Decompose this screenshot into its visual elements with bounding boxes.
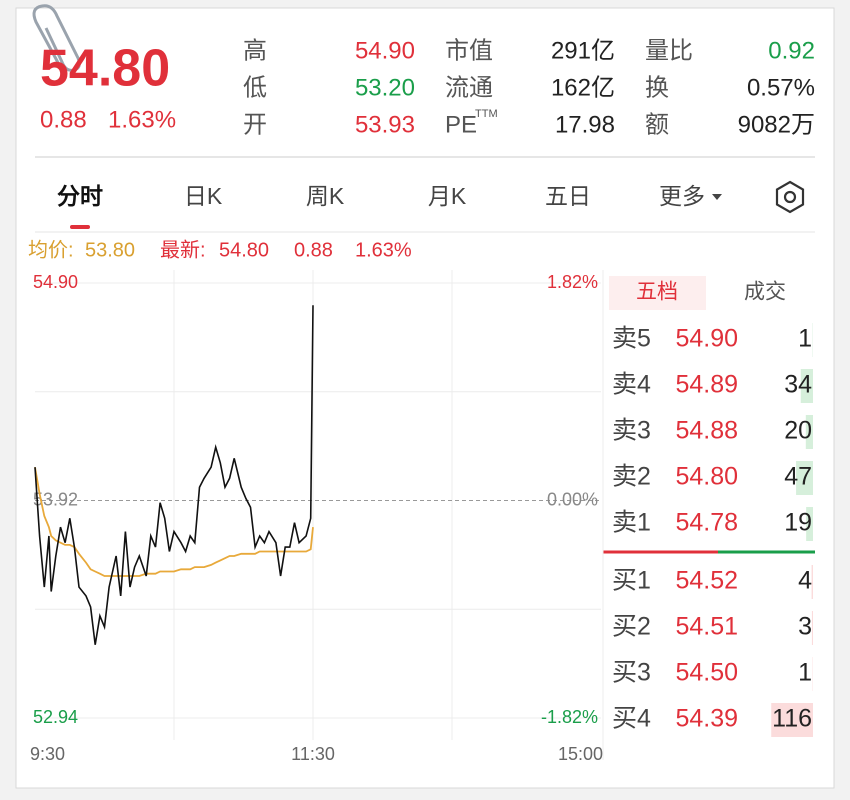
stat-value: 291亿 — [551, 37, 615, 64]
ask-volume-bar — [805, 415, 813, 449]
bid-volume-bar — [771, 703, 813, 737]
tab[interactable]: 更多 — [659, 183, 705, 209]
ask-label: 卖4 — [612, 371, 651, 399]
ask-price: 54.78 — [675, 509, 738, 537]
book-tab[interactable]: 五档 — [636, 281, 678, 304]
tab[interactable]: 分时 — [57, 183, 103, 209]
ask-volume: 19 — [784, 509, 812, 537]
bid-volume: 116 — [772, 705, 812, 733]
tab[interactable]: 周K — [306, 183, 345, 209]
settings-dot[interactable] — [783, 190, 797, 204]
tab[interactable]: 日K — [184, 183, 223, 209]
y2-tick-label: -1.82% — [541, 707, 598, 727]
stat-label: 额 — [645, 111, 669, 138]
ask-volume: 47 — [784, 463, 812, 491]
bid-price: 54.39 — [675, 705, 738, 733]
y-tick-label: 52.94 — [33, 707, 78, 727]
paperclip-icon — [32, 4, 81, 72]
x-tick-label: 11:30 — [291, 744, 335, 764]
ask-volume-bar — [796, 461, 813, 495]
bid-price: 54.50 — [675, 659, 738, 687]
ask-volume: 1 — [798, 325, 812, 353]
card — [15, 7, 835, 789]
stat-label: 低 — [243, 74, 267, 101]
ask-price: 54.88 — [675, 417, 738, 445]
stat-label: 流通 — [445, 74, 493, 101]
bid-price: 54.52 — [675, 567, 738, 595]
y-tick-label: 54.90 — [33, 272, 78, 292]
stat-value: 53.20 — [355, 74, 415, 101]
x-tick-label: 9:30 — [30, 744, 65, 764]
settings-hex[interactable] — [775, 180, 805, 214]
price: 54.80 — [40, 40, 170, 98]
bid-label: 买3 — [612, 659, 651, 687]
tab[interactable]: 月K — [428, 183, 467, 209]
stat-value: 162亿 — [551, 74, 615, 101]
stat-label: 量比 — [645, 37, 693, 64]
ask-volume-bar — [800, 369, 813, 403]
ask-volume: 34 — [784, 371, 812, 399]
bid-volume: 3 — [798, 613, 812, 641]
y2-tick-label: 1.82% — [547, 272, 598, 292]
stat-value: 9082万 — [738, 111, 815, 138]
bid-label: 买1 — [612, 567, 651, 595]
y-tick-label: 53.92 — [33, 489, 78, 509]
change-pct: 1.63% — [108, 106, 176, 133]
stat-label: 换 — [645, 74, 669, 101]
info-change-pct: 1.63% — [355, 239, 412, 261]
ask-volume-bar — [806, 507, 813, 541]
stat-value: 53.93 — [355, 111, 415, 138]
avg-line — [34, 467, 314, 577]
bid-volume-bar — [811, 565, 813, 599]
stat-value: 0.92 — [768, 37, 815, 64]
stat-value: 0.57% — [747, 74, 815, 101]
ask-price: 54.90 — [675, 325, 738, 353]
dropdown-icon[interactable] — [712, 194, 722, 200]
bid-volume-bar — [811, 611, 813, 645]
bid-label: 买2 — [612, 613, 651, 641]
stat-label: 高 — [243, 37, 267, 64]
ask-price: 54.80 — [675, 463, 738, 491]
book-tab-bg — [609, 276, 706, 310]
x-tick-label: 15:00 — [558, 744, 603, 764]
info-latest: 54.80 — [219, 239, 269, 261]
stat-label: 开 — [243, 111, 267, 138]
ask-volume: 20 — [784, 417, 812, 445]
stat-label-sup: TTM — [475, 108, 498, 120]
info-avg-label: 均价: — [28, 238, 74, 261]
info-avg: 53.80 — [85, 239, 135, 261]
y2-tick-label: 0.00% — [547, 489, 598, 509]
ask-label: 卖5 — [612, 325, 651, 353]
bid-label: 买4 — [612, 705, 651, 733]
stat-label: 市值 — [445, 37, 493, 64]
tab-indicator — [70, 225, 90, 229]
ask-label: 卖1 — [612, 509, 651, 537]
settings-icon[interactable] — [775, 180, 805, 214]
stat-value: 54.90 — [355, 37, 415, 64]
info-change: 0.88 — [294, 239, 333, 261]
stat-label: PE — [445, 111, 477, 138]
price-line — [34, 305, 314, 645]
bid-volume: 4 — [798, 567, 812, 595]
change: 0.88 — [40, 106, 87, 133]
ask-price: 54.89 — [675, 371, 738, 399]
info-latest-label: 最新: — [160, 238, 206, 261]
book-tab[interactable]: 成交 — [744, 281, 786, 304]
bid-price: 54.51 — [675, 613, 738, 641]
stat-value: 17.98 — [555, 111, 615, 138]
bid-volume: 1 — [798, 659, 812, 687]
ask-label: 卖2 — [612, 463, 651, 491]
ask-label: 卖3 — [612, 417, 651, 445]
tab[interactable]: 五日 — [545, 183, 591, 209]
